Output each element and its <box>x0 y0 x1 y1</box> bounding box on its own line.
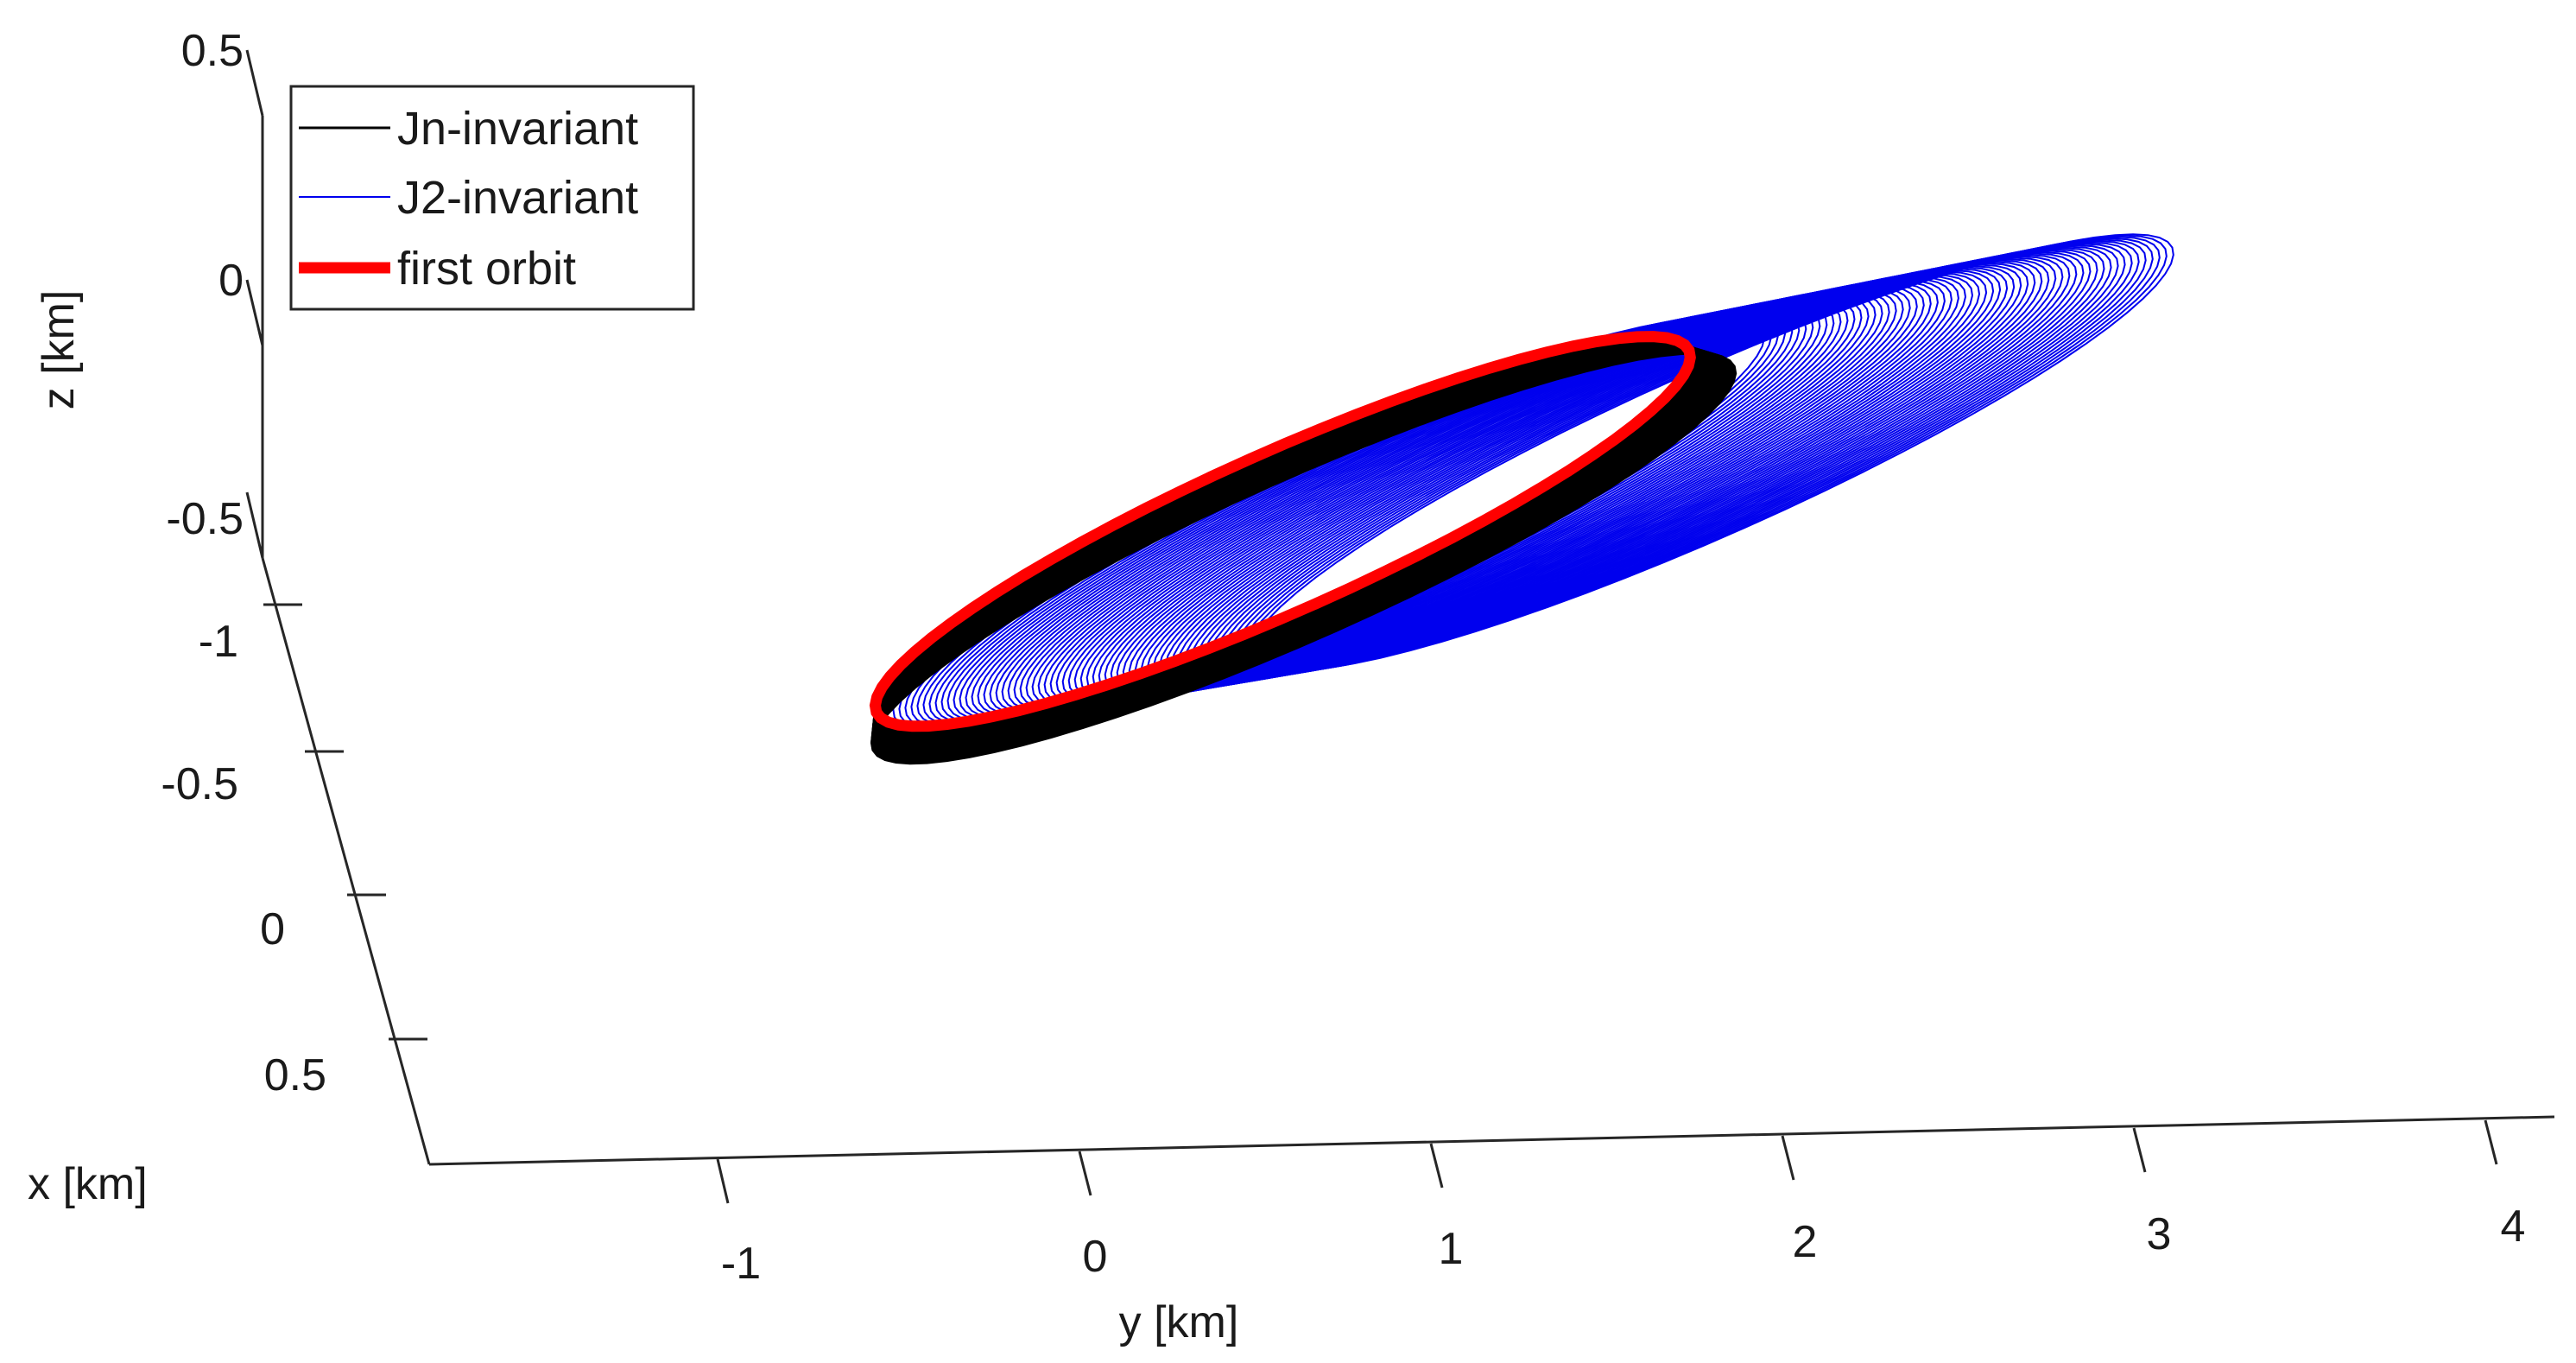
y-tick-label: 0 <box>1083 1232 1108 1282</box>
orbit-revolution-line <box>1055 277 1953 705</box>
y-tick-mark <box>2484 1119 2498 1165</box>
x-ticks <box>263 603 427 1041</box>
z-tick-mark <box>245 49 264 117</box>
legend: Jn-invariant J2-invariant first orbit <box>289 85 695 311</box>
series-first-orbit <box>869 331 1696 732</box>
orbit-revolution-line <box>1037 282 1932 708</box>
y-tick-label: 1 <box>1439 1224 1464 1274</box>
x-tick-label: 0 <box>260 904 285 954</box>
series-j2-invariant <box>892 233 2174 732</box>
y-tick-label: -1 <box>721 1239 761 1289</box>
x-axis-line <box>261 557 431 1165</box>
orbit-revolution-line <box>1043 280 1939 707</box>
legend-label-j2: J2-invariant <box>397 172 638 224</box>
y-axis-label: y [km] <box>1119 1297 1239 1347</box>
x-tick-label: -1 <box>199 617 238 667</box>
y-tick-label: 4 <box>2501 1201 2526 1252</box>
legend-label-jn: Jn-invariant <box>397 103 638 155</box>
y-tick-mark <box>1078 1151 1092 1196</box>
y-axis-line <box>428 1115 2555 1166</box>
orbit-revolution-line <box>1031 283 1925 709</box>
z-tick-label: 0 <box>218 256 244 306</box>
z-tick-mark <box>245 279 264 346</box>
z-tick-label: 0.5 <box>181 26 244 76</box>
z-axis-label: z [km] <box>34 290 84 410</box>
orbit-revolution-line <box>1073 273 1974 701</box>
orbit-revolution-line <box>870 352 1737 765</box>
orbit-revolution-line <box>1085 270 1988 700</box>
y-tick-label: 2 <box>1793 1217 1818 1267</box>
y-ticks <box>716 1119 2498 1204</box>
y-tick-mark <box>1781 1135 1795 1181</box>
orbit-revolution-line <box>1079 272 1981 701</box>
orbit-revolution-line <box>1049 279 1946 706</box>
x-tick-label: -0.5 <box>161 759 238 809</box>
z-tick-label: -0.5 <box>166 494 244 544</box>
orbit-revolution-line <box>869 331 1696 732</box>
x-axis-label: x [km] <box>28 1159 148 1209</box>
orbit-revolution-line <box>1061 276 1959 704</box>
z-tick-mark <box>245 491 264 559</box>
y-tick-mark <box>2132 1127 2147 1173</box>
y-tick-mark <box>716 1158 730 1204</box>
legend-label-first: first orbit <box>397 243 576 295</box>
y-tick-mark <box>1429 1143 1444 1189</box>
z-ticks <box>245 49 264 559</box>
x-tick-label: 0.5 <box>264 1050 326 1100</box>
y-tick-label: 3 <box>2147 1209 2172 1259</box>
orbit-revolution-line <box>1067 275 1967 703</box>
